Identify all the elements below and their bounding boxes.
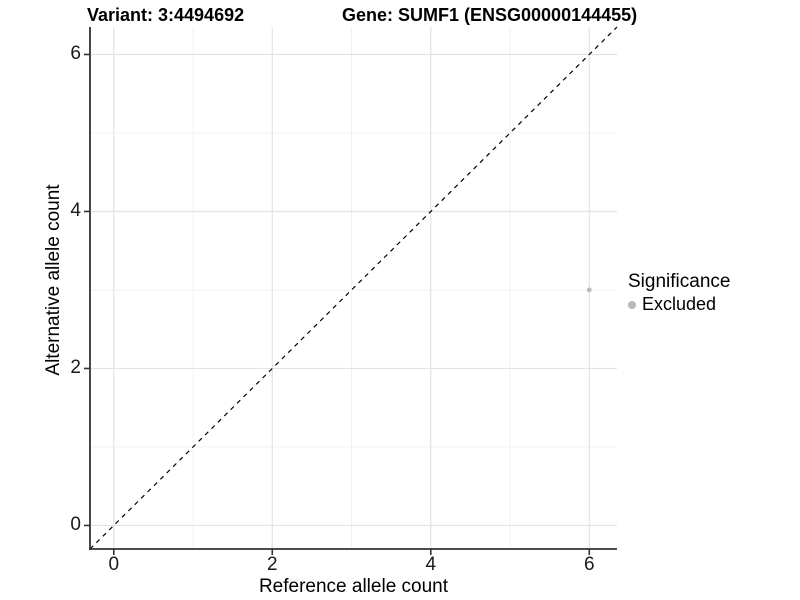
gene-title: Gene: SUMF1 (ENSG00000144455) xyxy=(342,5,638,25)
data-point xyxy=(586,287,592,293)
variant-title: Variant: 3:4494692 xyxy=(87,5,245,25)
x-tick-label: 0 xyxy=(108,554,120,575)
legend-item-label: Excluded xyxy=(642,294,717,314)
legend: Significance Excluded xyxy=(628,271,730,315)
y-tick-label: 0 xyxy=(70,514,81,536)
y-tick-label: 2 xyxy=(70,357,81,379)
y-tick-label: 6 xyxy=(70,43,81,65)
y-axis-title: Alternative allele count xyxy=(43,184,64,376)
excluded-point-icon xyxy=(628,300,636,309)
x-axis-title: Reference allele count xyxy=(258,576,449,597)
x-tick-label: 2 xyxy=(266,554,278,575)
y-tick-label: 4 xyxy=(70,200,81,222)
legend-title: Significance xyxy=(628,271,731,292)
identity-dashed-line xyxy=(89,26,618,550)
x-tick-label: 4 xyxy=(425,554,437,575)
x-tick-label: 6 xyxy=(583,554,595,575)
legend-item-excluded: Excluded xyxy=(628,294,730,315)
